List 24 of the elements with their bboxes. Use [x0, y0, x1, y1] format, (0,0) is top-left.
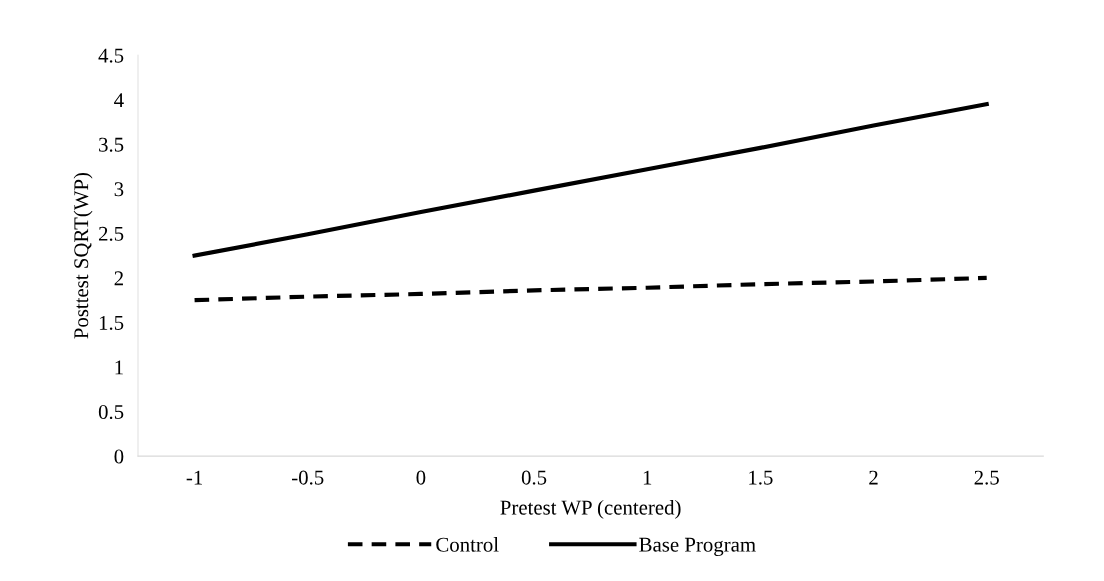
y-tick-label: 2 [114, 271, 123, 286]
y-tick-label: 2.5 [98, 226, 124, 241]
x-axis-title: Pretest WP (centered) [500, 499, 681, 519]
x-tick-label: 0 [416, 470, 426, 485]
x-tick-label: 1.5 [749, 470, 773, 485]
line-series [192, 275, 989, 303]
x-tick-label: 2 [869, 470, 878, 485]
y-tick-label: 3.5 [99, 137, 124, 152]
y-tick-label: 3 [114, 182, 124, 197]
y-tick-label: 4 [114, 93, 124, 107]
legend-label: Control [436, 537, 499, 552]
y-tick-label: 1.5 [99, 315, 124, 330]
y-tick-label: 0.5 [98, 404, 124, 420]
y-tick-label: 1 [115, 360, 123, 375]
x-tick-label: 2.5 [974, 470, 999, 485]
x-tick-label: -0.5 [292, 470, 324, 485]
y-tick-label: 4.5 [98, 48, 124, 63]
y-axis-title: Posttest SQRT(WP) [73, 172, 93, 339]
line-series [192, 102, 989, 258]
legend-label: Base Program [639, 537, 756, 556]
x-tick-label: 1 [643, 470, 652, 485]
x-tick-label: 0.5 [521, 470, 547, 485]
y-tick-label: 0 [114, 449, 124, 464]
x-tick-label: -1 [186, 470, 203, 485]
